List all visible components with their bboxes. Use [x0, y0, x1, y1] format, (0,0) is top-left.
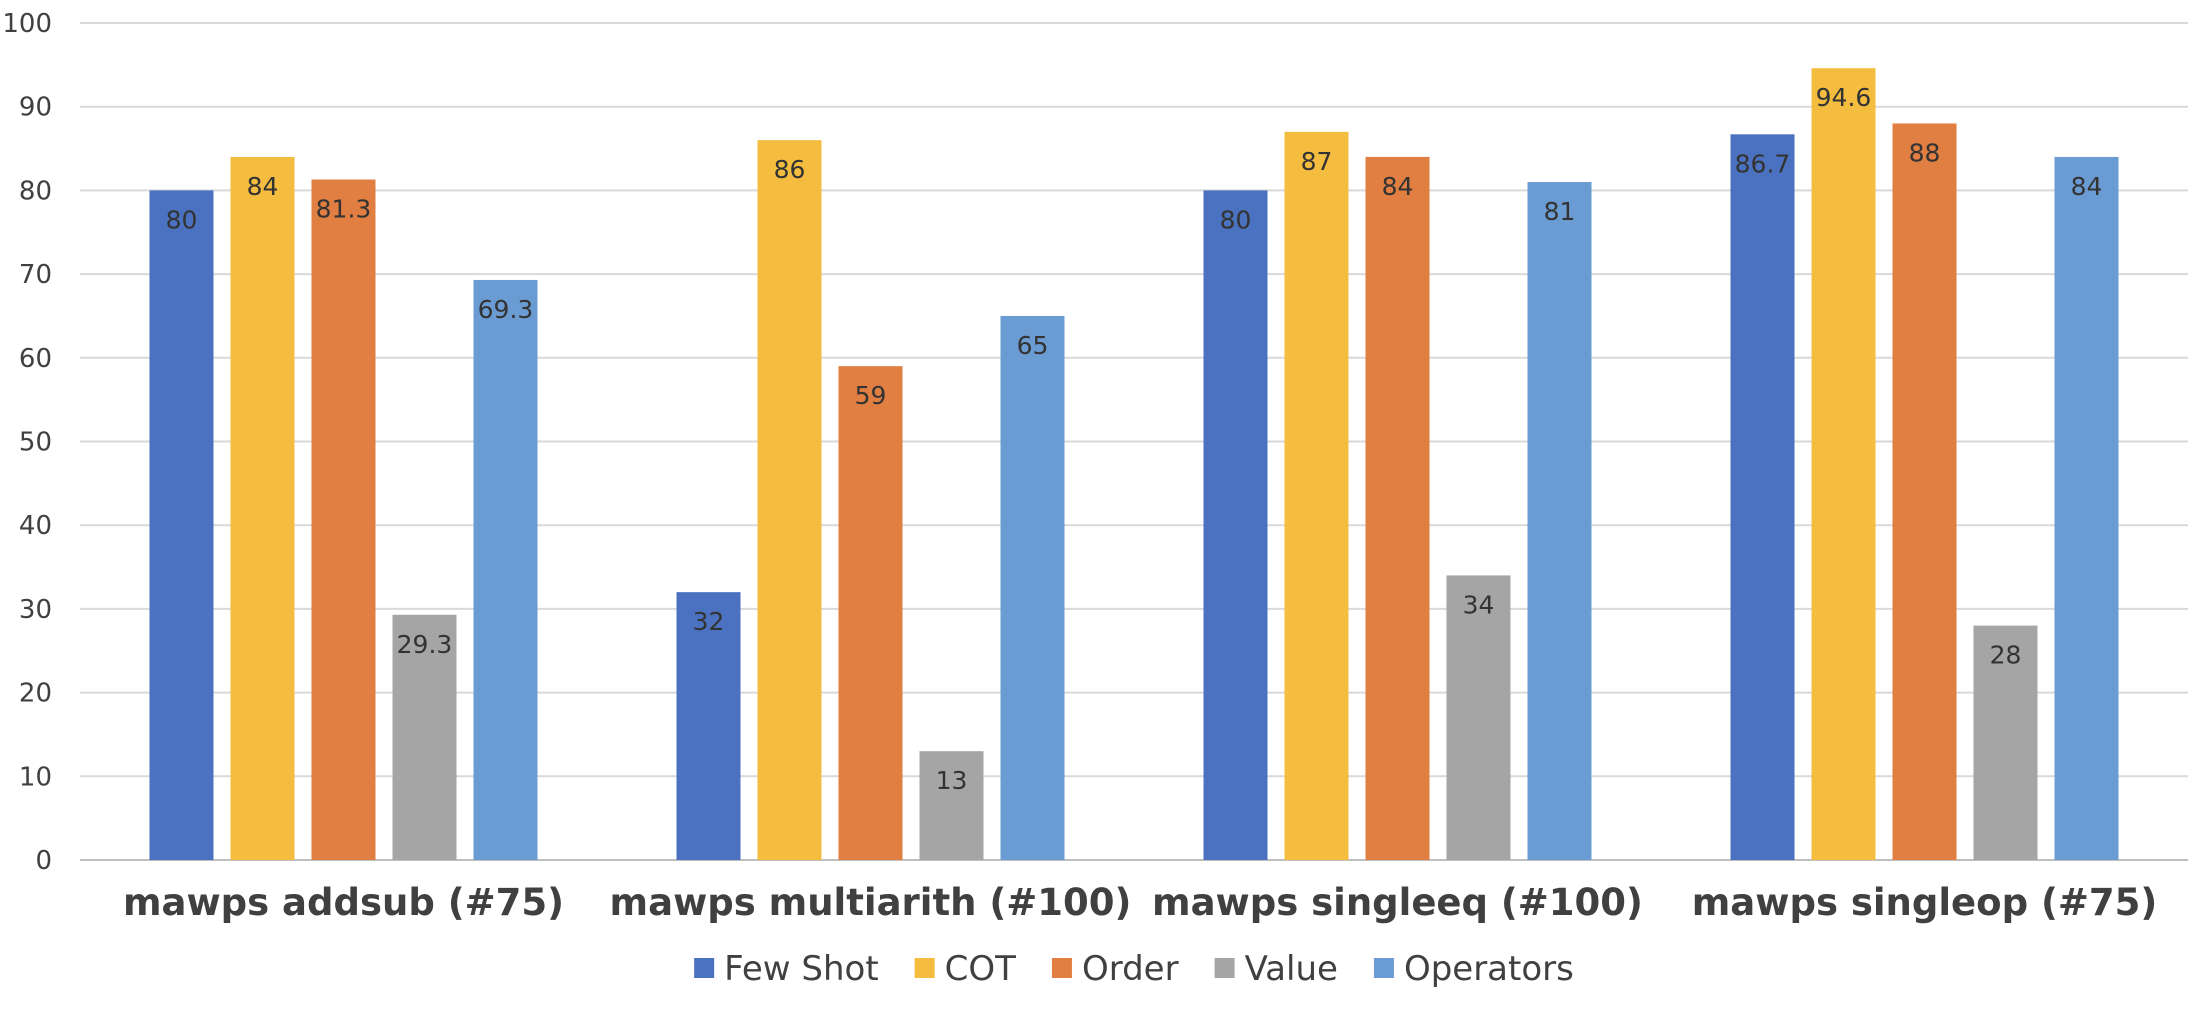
category-label: mawps singleeq (#100) [1152, 881, 1643, 924]
data-label: 32 [693, 607, 725, 636]
y-tick-label: 20 [19, 679, 52, 709]
data-label: 87 [1301, 147, 1333, 176]
bar [311, 179, 376, 861]
data-label: 88 [1909, 138, 1941, 167]
y-tick-label: 80 [19, 176, 52, 206]
legend-swatch [914, 958, 935, 978]
data-label: 81.3 [316, 195, 372, 224]
bar [230, 156, 295, 861]
y-tick-label: 10 [19, 762, 52, 792]
bar [838, 366, 903, 860]
bar [919, 751, 984, 860]
category-label: mawps singleop (#75) [1692, 881, 2158, 924]
data-labels: 80 84 81.3 29.3 69.3 32 86 59 13 65 80 87 84 34 81 86.7… [166, 83, 2103, 795]
y-tick-label: 30 [19, 595, 52, 625]
bar [1203, 190, 1268, 860]
y-tick-label: 90 [19, 93, 52, 123]
bar [1446, 575, 1511, 860]
y-tick-label: 0 [35, 846, 52, 876]
bar [1284, 131, 1349, 860]
data-label: 84 [1382, 172, 1414, 201]
bar [676, 592, 741, 860]
bar [473, 279, 538, 861]
data-label: 86 [774, 155, 806, 184]
bar [1811, 68, 1876, 860]
bars [149, 68, 2119, 861]
data-label: 84 [2071, 172, 2103, 201]
legend: Few Shot COT Order Value Operators [694, 949, 1574, 989]
legend-swatch [1214, 958, 1235, 978]
legend-label: Order [1082, 949, 1179, 989]
legend-label: Few Shot [724, 949, 879, 989]
legend-swatch [1051, 958, 1072, 978]
data-label: 69.3 [478, 295, 534, 324]
bar [1000, 315, 1065, 860]
data-label: 84 [247, 172, 279, 201]
y-tick-label: 70 [19, 260, 52, 290]
bar [2054, 156, 2119, 861]
data-label: 80 [1220, 205, 1252, 234]
legend-label: COT [945, 949, 1017, 989]
bar [757, 140, 822, 860]
data-label: 29.3 [397, 630, 453, 659]
data-label: 86.7 [1735, 149, 1791, 178]
data-label: 81 [1544, 197, 1576, 226]
bar [149, 190, 214, 860]
bar [1730, 134, 1795, 861]
bar [1973, 625, 2038, 860]
y-axis-tick-labels: 0 10 20 30 40 50 60 70 80 90 100 [2, 9, 52, 876]
data-label: 34 [1463, 590, 1495, 619]
y-tick-label: 40 [19, 511, 52, 541]
category-label: mawps addsub (#75) [123, 881, 564, 924]
data-label: 80 [166, 205, 198, 234]
bar [1892, 123, 1957, 860]
data-label: 65 [1017, 331, 1049, 360]
y-tick-label: 50 [19, 428, 52, 458]
data-label: 94.6 [1816, 83, 1872, 112]
data-label: 59 [855, 381, 887, 410]
bar [1365, 156, 1430, 861]
data-label: 28 [1990, 641, 2022, 670]
x-axis-category-labels: mawps addsub (#75) mawps multiarith (#100… [123, 881, 2157, 924]
legend-label: Operators [1404, 949, 1574, 989]
bar [392, 614, 457, 860]
legend-swatch [694, 958, 715, 978]
y-tick-label: 100 [2, 9, 52, 39]
legend-swatch [1373, 958, 1394, 978]
data-label: 13 [936, 766, 968, 795]
bar [1527, 182, 1592, 860]
y-tick-label: 60 [19, 344, 52, 374]
category-label: mawps multiarith (#100) [610, 881, 1132, 924]
legend-label: Value [1245, 949, 1338, 989]
